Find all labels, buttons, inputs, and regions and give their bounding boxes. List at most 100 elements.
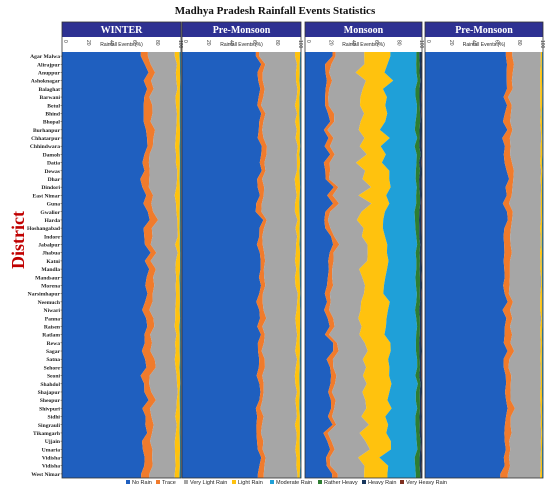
legend-swatch bbox=[318, 480, 322, 484]
x-tick-label: 80 bbox=[274, 40, 280, 46]
district-label: Alirajpur bbox=[37, 62, 61, 68]
legend-swatch bbox=[270, 480, 274, 484]
x-tick-label: 40 bbox=[471, 40, 477, 46]
area-no-rain bbox=[182, 52, 264, 478]
x-tick-label: 100 bbox=[177, 40, 183, 49]
area-moderate-rain bbox=[541, 52, 543, 478]
area-light-rain bbox=[540, 52, 543, 478]
district-label: Burhanpur bbox=[33, 128, 61, 134]
panel-header bbox=[62, 22, 181, 37]
district-label: Satna bbox=[46, 357, 60, 363]
legend-swatch bbox=[156, 480, 160, 484]
x-tick-label: 0 bbox=[305, 40, 311, 43]
district-label: Panna bbox=[45, 316, 60, 322]
x-axis-title: Rainfall Events (%) bbox=[463, 42, 506, 48]
area-moderate-rain bbox=[379, 52, 418, 478]
x-tick-label: 0 bbox=[62, 40, 68, 43]
x-tick-label: 60 bbox=[251, 40, 257, 46]
district-label: Sheopur bbox=[40, 398, 61, 404]
x-axis-title: Rainfall Events (%) bbox=[220, 42, 263, 48]
district-label: Neemuch bbox=[38, 300, 61, 306]
district-label: Mandla bbox=[41, 267, 60, 273]
panel-header bbox=[182, 22, 301, 37]
area-very-light-rain bbox=[147, 52, 178, 478]
legend-label: Very Heavy Rain bbox=[406, 480, 447, 486]
district-label: Narsimhapur bbox=[28, 292, 61, 298]
legend-swatch bbox=[362, 480, 366, 484]
district-label: Dhar bbox=[48, 177, 61, 183]
district-label: Seoni bbox=[47, 374, 61, 380]
chart-title: Madhya Pradesh Rainfall Events Statistic… bbox=[175, 5, 376, 17]
x-tick-label: 20 bbox=[205, 40, 211, 46]
area-rather-heavy bbox=[414, 52, 421, 478]
legend-label: Rather Heavy bbox=[324, 480, 358, 486]
district-label: Mandsaur bbox=[35, 275, 60, 281]
panel-header bbox=[425, 22, 543, 37]
legend-swatch bbox=[400, 480, 404, 484]
x-tick-label: 60 bbox=[373, 40, 379, 46]
district-label: West Nimar bbox=[31, 472, 60, 478]
area-light-rain bbox=[355, 52, 394, 478]
x-tick-label: 0 bbox=[182, 40, 188, 43]
x-axis-title: Rainfall Events (%) bbox=[342, 42, 385, 48]
district-label: Sidhi bbox=[48, 415, 61, 421]
district-label: Jhabua bbox=[42, 251, 60, 257]
x-tick-label: 0 bbox=[425, 40, 431, 43]
district-label: Shajapur bbox=[38, 390, 61, 396]
legend: No Rain Trace Very Light Rain Light Rain Mod… bbox=[126, 480, 447, 486]
area-very-light-rain bbox=[507, 52, 542, 478]
legend-label: No Rain bbox=[132, 480, 152, 486]
district-label: Chhindwara bbox=[30, 144, 60, 150]
panel-border bbox=[424, 21, 544, 479]
district-label: Balaghat bbox=[39, 87, 61, 93]
district-label: Tikamgarh bbox=[33, 431, 61, 437]
area-no-rain bbox=[425, 52, 510, 478]
legend-label: Trace bbox=[162, 480, 176, 486]
district-labels: Agar Malwa Alirajpur Anuppur Ashoknagar Bala… bbox=[27, 54, 62, 478]
district-label: Guna bbox=[47, 202, 61, 208]
area-heavy-rain bbox=[419, 52, 422, 478]
legend-label: Moderate Rain bbox=[276, 480, 312, 486]
area-moderate-rain bbox=[179, 52, 181, 478]
district-label: Indore bbox=[44, 234, 61, 240]
legend-swatch bbox=[126, 480, 130, 484]
panels-layer: WINTER Rainfall Events (%) 0 20 40 60 80 100 Pre… bbox=[61, 21, 545, 479]
area-no-rain bbox=[62, 52, 151, 478]
x-tick-label: 20 bbox=[328, 40, 334, 46]
panel-3: Monsoon Rainfall Events (%) 0 20 40 60 80 100 bbox=[304, 21, 424, 479]
district-label: Dindori bbox=[41, 185, 60, 191]
panel-title: WINTER bbox=[101, 25, 143, 36]
panel-2: Pre-Monsoon Rainfall Events (%) 0 20 40 60 80 1… bbox=[181, 21, 303, 479]
area-trace bbox=[255, 52, 267, 478]
area-very-light-rain bbox=[327, 52, 372, 478]
area-light-rain bbox=[174, 52, 181, 478]
district-label: Raisen bbox=[44, 324, 61, 330]
legend-label: Heavy Rain bbox=[368, 480, 396, 486]
x-tick-label: 40 bbox=[108, 40, 114, 46]
district-label: Damoh bbox=[43, 152, 61, 158]
area-light-rain bbox=[294, 52, 301, 478]
panel-1: WINTER Rainfall Events (%) 0 20 40 60 80 100 bbox=[61, 21, 183, 479]
district-label: Ujjain bbox=[45, 439, 61, 445]
district-label: Harda bbox=[44, 218, 60, 224]
panel-title: Pre-Monsoon bbox=[455, 25, 513, 36]
district-label: East Nimar bbox=[33, 193, 61, 199]
panel-title: Pre-Monsoon bbox=[213, 25, 271, 36]
district-label: Shahdol bbox=[40, 382, 60, 388]
x-tick-label: 80 bbox=[395, 40, 401, 46]
legend-swatch bbox=[184, 480, 188, 484]
x-tick-label: 80 bbox=[516, 40, 522, 46]
district-label: Barwani bbox=[39, 95, 60, 101]
district-label: Agar Malwa bbox=[30, 54, 60, 60]
district-label: Chhatarpur bbox=[31, 136, 60, 142]
area-trace bbox=[140, 52, 159, 478]
district-label: Anuppur bbox=[38, 70, 61, 76]
area-no-rain bbox=[305, 52, 334, 478]
x-tick-label: 100 bbox=[297, 40, 303, 49]
y-axis-title: District bbox=[8, 211, 28, 269]
panel-border bbox=[304, 21, 423, 479]
district-label: Gwalior bbox=[40, 210, 60, 216]
legend-label: Light Rain bbox=[238, 480, 263, 486]
panel-border bbox=[61, 21, 182, 479]
